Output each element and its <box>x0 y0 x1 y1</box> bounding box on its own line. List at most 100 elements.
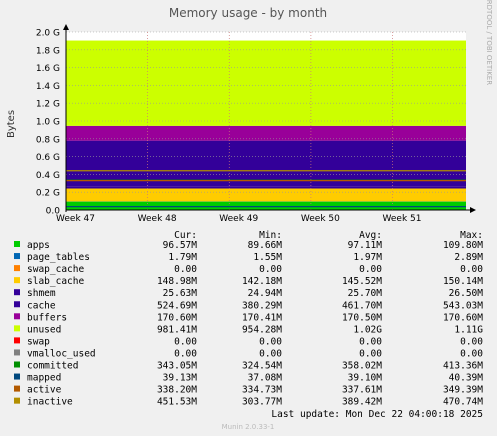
legend-cur-buffers: 170.60M <box>157 312 197 323</box>
legend-min-active: 334.73M <box>242 385 282 396</box>
legend-avg-inactive: 389.42M <box>342 397 382 408</box>
legend-name-active: active <box>27 385 62 396</box>
legend-avg-committed: 358.02M <box>342 361 382 372</box>
legend-name-unused: unused <box>27 324 61 335</box>
y-tick-label: 0.4 G <box>36 171 60 181</box>
legend-cur-swap_cache: 0.00 <box>174 264 197 275</box>
y-tick-label: 1.0 G <box>36 118 60 128</box>
legend-cur-shmem: 25.63M <box>163 288 198 299</box>
legend-max-buffers: 170.60M <box>443 312 483 323</box>
legend-cur-cache: 524.69M <box>157 300 197 311</box>
y-tick-label: 1.4 G <box>36 82 60 92</box>
legend-max-swap: 0.00 <box>460 336 483 347</box>
grid-lines <box>65 31 466 210</box>
x-tick-label: Week 49 <box>219 214 258 224</box>
legend-max-active: 349.39M <box>443 385 483 396</box>
legend-header-cur: Cur: <box>174 230 197 241</box>
legend-min-unused: 954.28M <box>242 324 282 335</box>
legend-max-cache: 543.03M <box>443 300 483 311</box>
legend-min-apps: 89.66M <box>248 240 283 251</box>
series-lines <box>66 170 466 208</box>
legend-swatch-apps <box>14 241 20 247</box>
legend-swatch-vmalloc_used <box>14 349 20 356</box>
legend-min-slab_cache: 142.18M <box>242 276 282 287</box>
legend-name-committed: committed <box>27 361 78 372</box>
legend-cur-vmalloc_used: 0.00 <box>174 348 197 359</box>
munin-version: Munin 2.0.33-1 <box>222 423 275 431</box>
legend-min-buffers: 170.41M <box>242 312 282 323</box>
legend-cur-committed: 343.05M <box>157 361 197 372</box>
legend-swatch-page_tables <box>14 253 20 260</box>
legend-cur-page_tables: 1.79M <box>168 252 197 263</box>
legend-avg-swap_cache: 0.00 <box>359 264 382 275</box>
legend-cur-mapped: 39.13M <box>163 373 198 384</box>
y-axis-label: Bytes <box>6 110 17 138</box>
legend-cur-unused: 981.41M <box>157 324 197 335</box>
legend-min-page_tables: 1.55M <box>253 252 282 263</box>
y-tick-label: 2.0 G <box>36 29 60 39</box>
x-axis: Week 47 Week 48 Week 49 Week 50 Week 51 <box>56 214 422 224</box>
rrdtool-credit: RRDTOOL / TOBI OETIKER <box>485 0 493 85</box>
y-tick-label: 0.0 <box>46 207 61 217</box>
legend-swatch-shmem <box>14 289 20 296</box>
legend-swatch-mapped <box>14 373 20 380</box>
y-tick-label: 1.6 G <box>36 64 60 74</box>
legend-name-vmalloc_used: vmalloc_used <box>27 348 96 359</box>
legend-swatch-inactive <box>14 397 20 404</box>
legend-max-page_tables: 2.89M <box>454 252 483 263</box>
area-apps <box>66 201 466 210</box>
legend-avg-buffers: 170.50M <box>342 312 382 323</box>
legend-swatch-cache <box>14 301 20 308</box>
x-axis-arrow <box>470 207 476 213</box>
legend-max-unused: 1.11G <box>454 324 483 335</box>
legend-min-vmalloc_used: 0.00 <box>259 348 282 359</box>
legend-max-slab_cache: 150.14M <box>443 276 483 287</box>
legend-cur-inactive: 451.53M <box>157 397 197 408</box>
legend-swatch-buffers <box>14 313 20 320</box>
legend-avg-swap: 0.00 <box>359 336 382 347</box>
legend-name-buffers: buffers <box>27 312 67 323</box>
legend-max-mapped: 40.39M <box>449 373 484 384</box>
y-axis: 0.0 0.2 G 0.4 G 0.6 G 0.8 G 1.0 G 1.2 G 1.4 G 1.… <box>36 29 60 217</box>
legend-name-swap_cache: swap_cache <box>27 264 84 275</box>
legend-avg-active: 337.61M <box>342 385 382 396</box>
legend-name-page_tables: page_tables <box>27 252 90 263</box>
x-tick-label: Week 47 <box>56 214 95 224</box>
legend-swatch-committed <box>14 361 20 368</box>
chart-title: Memory usage - by month <box>169 6 327 20</box>
legend-min-swap_cache: 0.00 <box>259 264 282 275</box>
legend-name-cache: cache <box>27 300 56 311</box>
y-tick-label: 0.2 G <box>36 189 60 199</box>
legend-swatch-unused <box>14 325 20 332</box>
legend-name-slab_cache: slab_cache <box>27 276 84 287</box>
y-tick-label: 1.8 G <box>36 46 60 56</box>
x-tick-label: Week 51 <box>383 214 422 224</box>
legend-max-inactive: 470.74M <box>443 397 483 408</box>
y-tick-label: 0.8 G <box>36 135 60 145</box>
legend-avg-unused: 1.02G <box>353 324 382 335</box>
legend-swatch-swap_cache <box>14 265 20 272</box>
legend-max-vmalloc_used: 0.00 <box>460 348 483 359</box>
area-unused <box>66 40 466 126</box>
legend-max-swap_cache: 0.00 <box>460 264 483 275</box>
last-update: Last update: Mon Dec 22 04:00:18 2025 <box>271 409 483 420</box>
legend-avg-apps: 97.11M <box>348 240 383 251</box>
x-tick-label: Week 48 <box>138 214 177 224</box>
area-shmem <box>66 186 466 189</box>
legend-cur-swap: 0.00 <box>174 336 197 347</box>
x-tick-label: Week 50 <box>301 214 340 224</box>
legend-name-shmem: shmem <box>27 288 56 299</box>
area-cache <box>66 140 466 187</box>
legend-avg-vmalloc_used: 0.00 <box>359 348 382 359</box>
y-tick-label: 0.6 G <box>36 153 60 163</box>
legend-swatch-swap <box>14 337 20 344</box>
legend-min-mapped: 37.08M <box>248 373 283 384</box>
legend-name-mapped: mapped <box>27 373 61 384</box>
legend-name-swap: swap <box>27 336 50 347</box>
legend-max-apps: 109.80M <box>443 240 483 251</box>
area-buffers <box>66 125 466 141</box>
legend-avg-shmem: 25.70M <box>348 288 383 299</box>
legend-max-committed: 413.36M <box>443 361 483 372</box>
legend-avg-mapped: 39.10M <box>348 373 383 384</box>
